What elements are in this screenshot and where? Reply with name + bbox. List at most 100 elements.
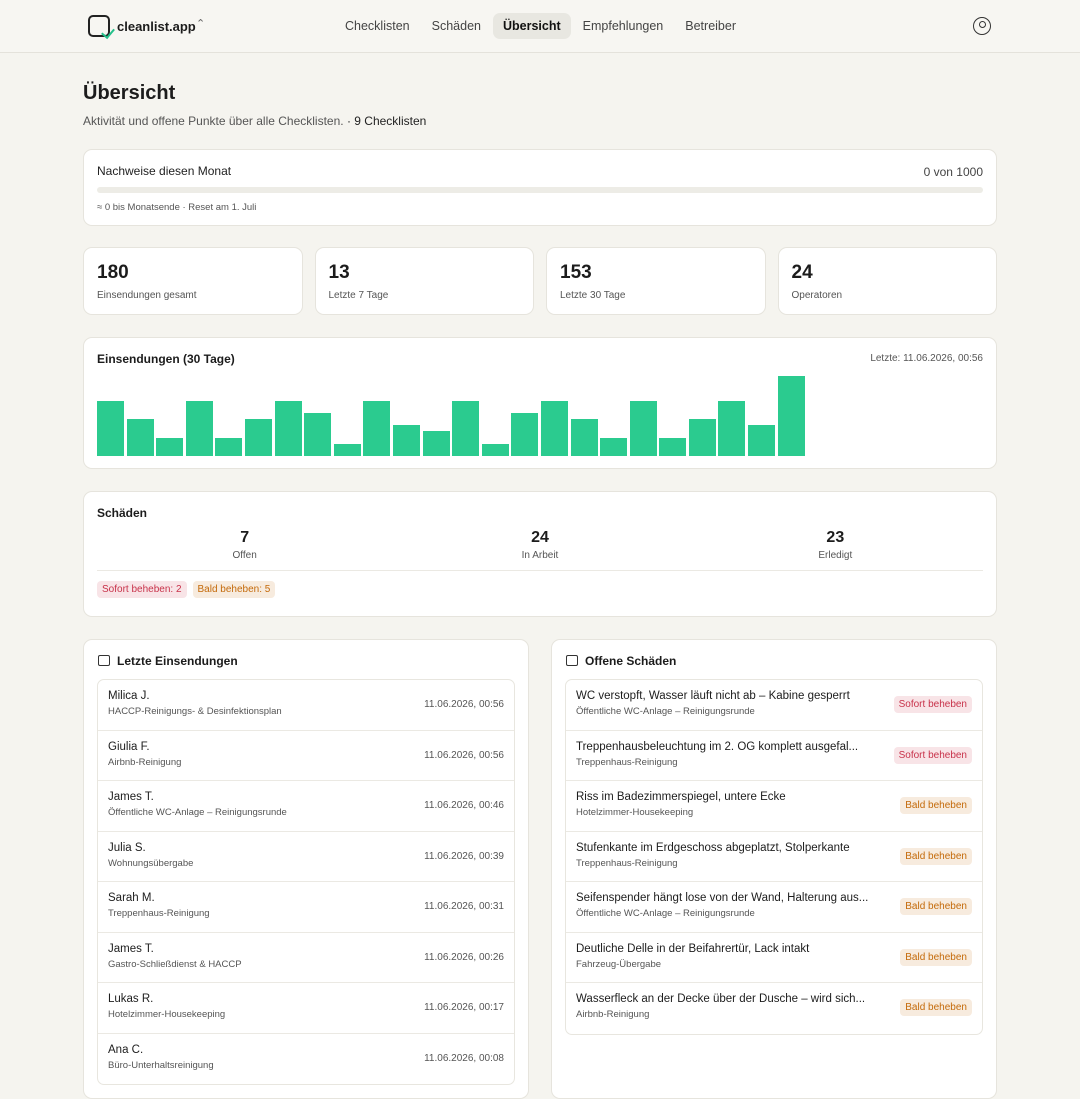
checklist: Treppenhaus-Reinigung: [108, 908, 210, 919]
submitter: Milica J.: [108, 690, 150, 702]
stats: 180 Einsendungen gesamt 13 Letzte 7 Tage 153…: [83, 247, 997, 315]
checklist: Treppenhaus-Reinigung: [576, 756, 678, 768]
submission-row[interactable]: James T. Öffentliche WC-Anlage – Reinigun…: [98, 781, 514, 832]
bar: [452, 400, 480, 456]
checklist: Öffentliche WC-Anlage – Reinigungsrunde: [576, 706, 755, 717]
bar: [244, 419, 272, 456]
quota-count: 0 von 1000: [923, 165, 983, 179]
stat-card: 24 Operatoren: [777, 247, 997, 315]
damage-row[interactable]: Riss im Badezimmerspiegel, untere Ecke Ho…: [566, 781, 982, 832]
submitter: Sarah M.: [108, 892, 155, 904]
open-title: Offene Schäden: [565, 654, 983, 668]
submission-row[interactable]: Lukas R. Hotelzimmer-Housekeeping 11.06.20…: [98, 983, 514, 1034]
status-badge: Bald beheben: [900, 999, 972, 1016]
bar: [748, 425, 776, 456]
stat-card: 180 Einsendungen gesamt: [83, 247, 303, 315]
nav-item[interactable]: Checklisten: [345, 19, 410, 33]
status-badge: Bald beheben: [900, 898, 972, 915]
chart-last: Letzte: 11.06.2026, 00:56: [870, 353, 983, 364]
user-menu[interactable]: [973, 17, 991, 35]
submission-row[interactable]: Julia S. Wohnungsübergabe 11.06.2026, 00:3…: [98, 832, 514, 882]
bar: [570, 419, 598, 456]
submission-row[interactable]: Milica J. HACCP-Reinigungs- & Desinfektio…: [98, 680, 514, 731]
subtitle: Aktivität und offene Punkte über alle Ch…: [83, 114, 997, 128]
checklist: Airbnb-Reinigung: [576, 1009, 650, 1020]
timestamp: 11.06.2026, 00:17: [424, 1002, 504, 1013]
stat-value: 153: [560, 262, 592, 283]
nav-item[interactable]: Betreiber: [685, 19, 736, 33]
damage-row[interactable]: Treppenhausbeleuchtung im 2. OG komplett…: [566, 731, 982, 781]
damage-row[interactable]: WC verstopft, Wasser läuft nicht ab – Ka…: [566, 680, 982, 731]
damage-stat-label: Offen: [232, 550, 257, 561]
damage-row[interactable]: Stufenkante im Erdgeschoss abgeplatzt, S…: [566, 832, 982, 882]
submission-row[interactable]: Giulia F. Airbnb-Reinigung 11.06.2026, 00:…: [98, 731, 514, 781]
progress-track: [97, 187, 983, 193]
stat-label: Operatoren: [791, 290, 843, 301]
status-badge: Bald beheben: [900, 847, 972, 865]
submission-row[interactable]: Sarah M. Treppenhaus-Reinigung 11.06.2026,…: [98, 882, 514, 933]
bar: [126, 419, 154, 456]
recent-title: Letzte Einsendungen: [97, 654, 515, 668]
columns: Letzte Einsendungen Milica J. HACCP-Reini…: [83, 639, 997, 1099]
subtitle-count: · 9 Checklisten: [346, 114, 427, 128]
chart-title: Einsendungen (30 Tage): [97, 352, 235, 366]
damage-title: Riss im Badezimmerspiegel, untere Ecke: [576, 791, 786, 803]
damage-row[interactable]: Seifenspender hängt lose von der Wand, H…: [566, 882, 982, 933]
submitter: Lukas R.: [108, 993, 154, 1005]
bar: [481, 443, 509, 456]
stat-label: Letzte 7 Tage: [328, 290, 389, 301]
bars: [97, 376, 805, 456]
damage-title: Seifenspender hängt lose von der Wand, H…: [576, 892, 869, 904]
nav-item[interactable]: Empfehlungen: [582, 19, 664, 33]
status-badge: Bald beheben: [900, 948, 972, 966]
timestamp: 11.06.2026, 00:39: [424, 850, 504, 862]
open-list: WC verstopft, Wasser läuft nicht ab – Ka…: [565, 679, 983, 1035]
bar: [97, 400, 124, 456]
bar: [540, 400, 568, 456]
brand[interactable]: cleanlist.app: [117, 19, 196, 34]
bar: [185, 400, 213, 456]
open-card: Offene Schäden WC verstopft, Wasser läuf…: [551, 639, 997, 1099]
damage-tag: Bald beheben: 5: [192, 581, 276, 598]
bar: [600, 437, 628, 456]
damage-row[interactable]: Deutliche Delle in der Beifahrertür, Lac…: [566, 933, 982, 983]
bar: [392, 425, 420, 456]
main: Übersicht Aktivität und offene Punkte üb…: [83, 53, 997, 1099]
checklist: Fahrzeug-Übergabe: [576, 958, 662, 970]
damage-row[interactable]: Wasserfleck an der Decke über der Dusche…: [566, 983, 982, 1034]
timestamp: 11.06.2026, 00:56: [424, 699, 504, 710]
recent-list: Milica J. HACCP-Reinigungs- & Desinfektio…: [97, 679, 515, 1085]
logo[interactable]: [88, 15, 110, 37]
bar: [688, 419, 716, 456]
bar: [777, 376, 805, 456]
bar: [363, 400, 391, 456]
checklist: Hotelzimmer-Housekeeping: [576, 807, 694, 818]
submission-row[interactable]: James T. Gastro-Schließdienst & HACCP 11.0…: [98, 933, 514, 983]
switcher[interactable]: ⌃: [196, 18, 206, 30]
nav: Checklisten Schäden Übersicht Empfehlungen B…: [335, 13, 746, 39]
subtitle-text: Aktivität und offene Punkte über alle Ch…: [83, 114, 344, 128]
checklist: HACCP-Reinigungs- & Desinfektionsplan: [108, 706, 282, 717]
bar: [511, 412, 539, 456]
submitter: Giulia F.: [108, 740, 150, 753]
bar: [156, 437, 184, 456]
damage-stat-value: 7: [240, 529, 250, 546]
damage-stat-value: 24: [531, 529, 549, 546]
damage-stats: 7 Offen 24 In Arbeit 23 Erledigt: [97, 529, 983, 571]
quota-note: ≈ 0 bis Monatsende · Reset am 1. Juli: [97, 202, 257, 213]
stat-label: Letzte 30 Tage: [560, 290, 626, 301]
quota-card: Nachweise diesen Monat 0 von 1000 ≈ 0 bi…: [83, 149, 997, 226]
checklist: Büro-Unterhaltsreinigung: [108, 1059, 214, 1071]
checklist: Öffentliche WC-Anlage – Reinigungsrunde: [576, 908, 755, 919]
submission-row[interactable]: Ana C. Büro-Unterhaltsreinigung 11.06.2026…: [98, 1034, 514, 1085]
checklist: Gastro-Schließdienst & HACCP: [108, 958, 242, 970]
checklist: Hotelzimmer-Housekeeping: [108, 1009, 226, 1020]
nav-item[interactable]: Schäden: [431, 19, 481, 33]
stat-value: 180: [97, 262, 129, 283]
stat-label: Einsendungen gesamt: [97, 290, 197, 301]
nav-item[interactable]: Übersicht: [492, 13, 571, 39]
damage-stat: 7 Offen: [97, 529, 392, 561]
submitter: Julia S.: [108, 841, 146, 854]
stat-card: 153 Letzte 30 Tage: [546, 247, 766, 315]
